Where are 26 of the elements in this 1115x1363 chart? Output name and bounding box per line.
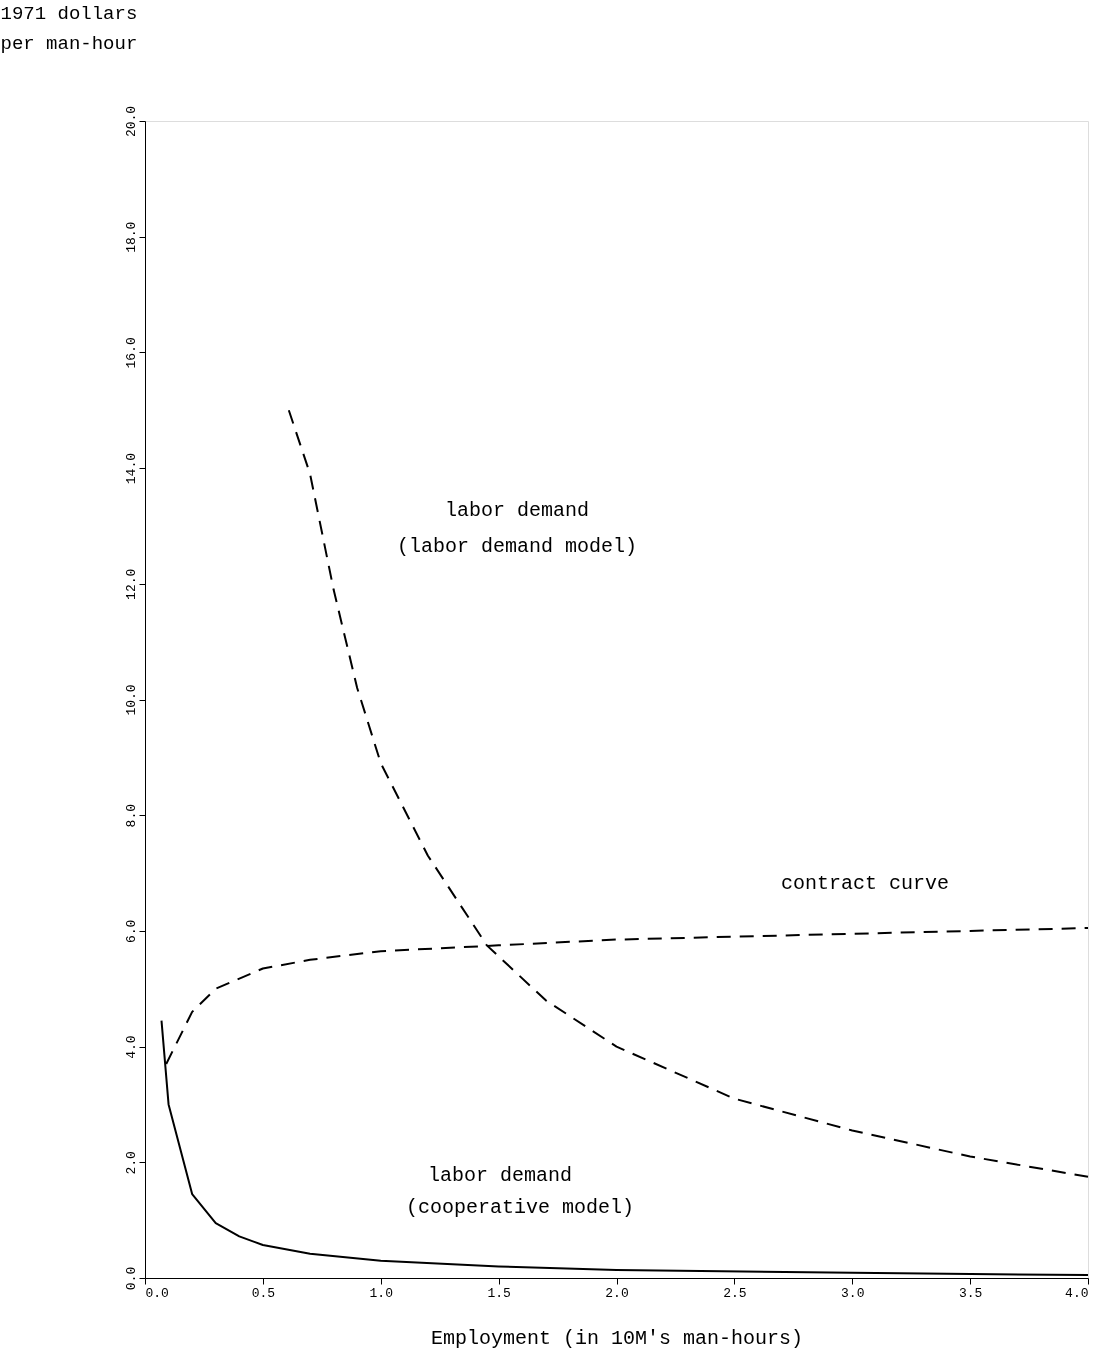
x-tick-label: 3.5 — [958, 1285, 983, 1301]
y-tick-label: 10.0 — [123, 684, 139, 716]
annotation: labor demand — [427, 1164, 573, 1187]
y-tick-label: 2.0 — [123, 1151, 139, 1175]
x-axis-title: Employment (in 10M's man-hours) — [430, 1326, 804, 1350]
annotation: (labor demand model) — [396, 535, 638, 558]
x-tick-label: 3.0 — [841, 1285, 865, 1301]
y-tick-label: 4.0 — [123, 1035, 139, 1059]
y-tick-label: 12.0 — [123, 568, 139, 600]
annotation: labor demand — [444, 499, 590, 522]
x-tick-label: 2.0 — [605, 1285, 629, 1301]
y-axis-title: 1971 dollars per man-hour — [0, 2, 138, 55]
y-tick-label: 8.0 — [123, 804, 139, 828]
annotation: (cooperative model) — [405, 1196, 635, 1219]
y-tick-label: 16.0 — [123, 337, 139, 369]
x-tick-label: 1.0 — [369, 1285, 393, 1301]
x-tick-label: 1.5 — [487, 1285, 511, 1301]
x-tick-label: 0.5 — [251, 1285, 276, 1301]
x-tick-label: 0.0 — [145, 1285, 169, 1301]
y-tick-label: 18.0 — [123, 221, 139, 253]
y-tick-label: 6.0 — [123, 919, 139, 944]
y-tick-label: 20.0 — [123, 105, 139, 138]
x-tick-label: 2.5 — [723, 1285, 747, 1301]
y-tick-label: 14.0 — [123, 452, 139, 485]
annotation: contract curve — [780, 872, 950, 895]
x-tick-label: 4.0 — [1065, 1285, 1089, 1301]
